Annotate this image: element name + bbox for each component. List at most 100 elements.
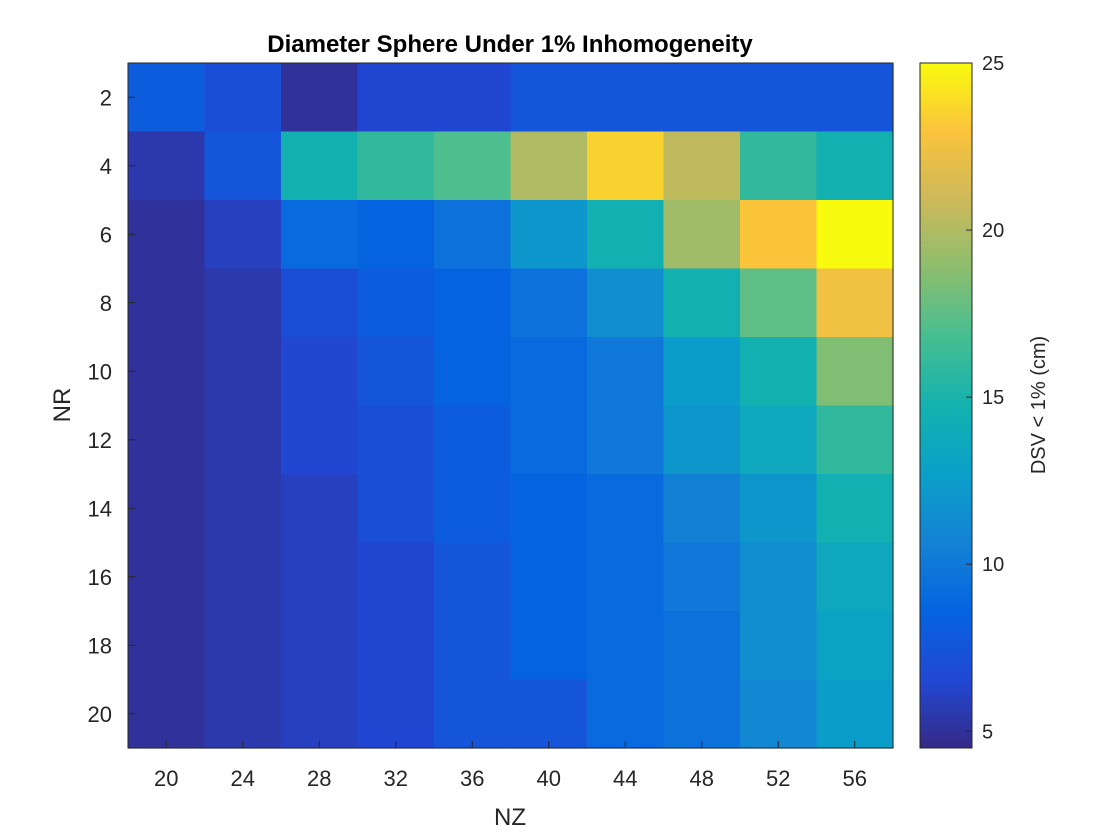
heatmap-cell <box>204 268 282 338</box>
heatmap-cell <box>510 63 588 133</box>
colorbar-tick-label: 25 <box>982 53 1004 75</box>
heatmap-cell <box>510 405 588 475</box>
heatmap-cell <box>740 405 818 475</box>
heatmap-cell <box>663 131 741 201</box>
heatmap-cell <box>587 405 665 475</box>
heatmap-cell <box>434 542 512 612</box>
heatmap-cell <box>740 474 818 544</box>
y-tick-label: 14 <box>88 496 112 521</box>
heatmap-cell <box>128 405 206 475</box>
heatmap-cell <box>204 63 282 133</box>
heatmap-cell <box>816 542 894 612</box>
x-tick-label: 40 <box>537 766 561 791</box>
heatmap-cell <box>663 679 741 749</box>
y-tick-label: 8 <box>100 291 112 316</box>
heatmap-cell <box>281 474 359 544</box>
heatmap-cell <box>587 63 665 133</box>
colorbar-tick-label: 5 <box>982 721 993 743</box>
x-axis-ticks: 20 24 28 32 36 40 44 48 52 56 <box>154 741 867 791</box>
heatmap-cell <box>281 337 359 407</box>
heatmap-cell <box>587 268 665 338</box>
heatmap-cell <box>510 131 588 201</box>
heatmap-cell <box>587 200 665 270</box>
x-tick-label: 56 <box>843 766 867 791</box>
heatmap-cell <box>204 131 282 201</box>
heatmap-cell <box>281 200 359 270</box>
colorbar-tick-label: 10 <box>982 554 1004 576</box>
heatmap-cell <box>128 131 206 201</box>
heatmap-cell <box>663 405 741 475</box>
heatmap-cell <box>281 63 359 133</box>
heatmap-cell <box>587 131 665 201</box>
x-tick-label: 32 <box>384 766 408 791</box>
heatmap-cell <box>510 337 588 407</box>
x-axis-label: NZ <box>494 804 526 831</box>
y-axis-label: NR <box>49 388 76 423</box>
heatmap-cell <box>128 268 206 338</box>
heatmap-cell <box>740 200 818 270</box>
heatmap-cells <box>128 63 894 749</box>
heatmap-cell <box>434 131 512 201</box>
heatmap-cell <box>587 679 665 749</box>
y-tick-label: 12 <box>88 428 112 453</box>
heatmap-cell <box>357 611 435 681</box>
heatmap-cell <box>740 611 818 681</box>
heatmap-cell <box>128 542 206 612</box>
heatmap-cell <box>281 611 359 681</box>
colorbar-ticks: 5 10 15 20 25 <box>966 53 1004 743</box>
heatmap-cell <box>816 131 894 201</box>
heatmap-cell <box>663 200 741 270</box>
heatmap-cell <box>510 679 588 749</box>
heatmap-cell <box>434 337 512 407</box>
heatmap-cell <box>204 679 282 749</box>
heatmap-cell <box>663 611 741 681</box>
heatmap-cell <box>357 200 435 270</box>
heatmap-cell <box>357 474 435 544</box>
heatmap-cell <box>663 268 741 338</box>
x-tick-label: 44 <box>613 766 637 791</box>
heatmap-cell <box>357 63 435 133</box>
heatmap-cell <box>510 542 588 612</box>
heatmap-cell <box>816 337 894 407</box>
heatmap-cell <box>816 63 894 133</box>
heatmap-cell <box>434 63 512 133</box>
heatmap-cell <box>816 268 894 338</box>
x-tick-label: 52 <box>766 766 790 791</box>
heatmap-cell <box>740 337 818 407</box>
heatmap-cell <box>204 405 282 475</box>
heatmap-cell <box>510 200 588 270</box>
y-tick-label: 10 <box>88 359 112 384</box>
heatmap-cell <box>357 679 435 749</box>
heatmap-cell <box>740 268 818 338</box>
heatmap-cell <box>204 542 282 612</box>
heatmap-cell <box>128 200 206 270</box>
plot-frame <box>127 62 894 749</box>
x-tick-label: 48 <box>690 766 714 791</box>
heatmap-cell <box>816 611 894 681</box>
x-tick-label: 28 <box>307 766 331 791</box>
heatmap-cell <box>663 474 741 544</box>
heatmap-cell <box>740 131 818 201</box>
x-tick-label: 36 <box>460 766 484 791</box>
heatmap-cell <box>587 611 665 681</box>
heatmap-cell <box>204 200 282 270</box>
heatmap-cell <box>281 268 359 338</box>
heatmap-cell <box>357 268 435 338</box>
heatmap-cell <box>128 63 206 133</box>
colorbar <box>919 62 973 749</box>
heatmap-cell <box>434 679 512 749</box>
y-tick-label: 18 <box>88 633 112 658</box>
heatmap-cell <box>740 679 818 749</box>
colorbar-label: DSV < 1% (cm) <box>1028 336 1050 474</box>
heatmap-cell <box>128 474 206 544</box>
heatmap-cell <box>663 337 741 407</box>
heatmap-cell <box>281 542 359 612</box>
heatmap-cell <box>204 474 282 544</box>
y-axis-ticks: 2 4 6 8 10 12 14 16 18 20 <box>88 85 135 727</box>
heatmap-cell <box>434 200 512 270</box>
x-tick-label: 24 <box>231 766 255 791</box>
heatmap-cell <box>510 474 588 544</box>
heatmap-cell <box>816 679 894 749</box>
heatmap-cell <box>663 542 741 612</box>
heatmap-cell <box>587 337 665 407</box>
